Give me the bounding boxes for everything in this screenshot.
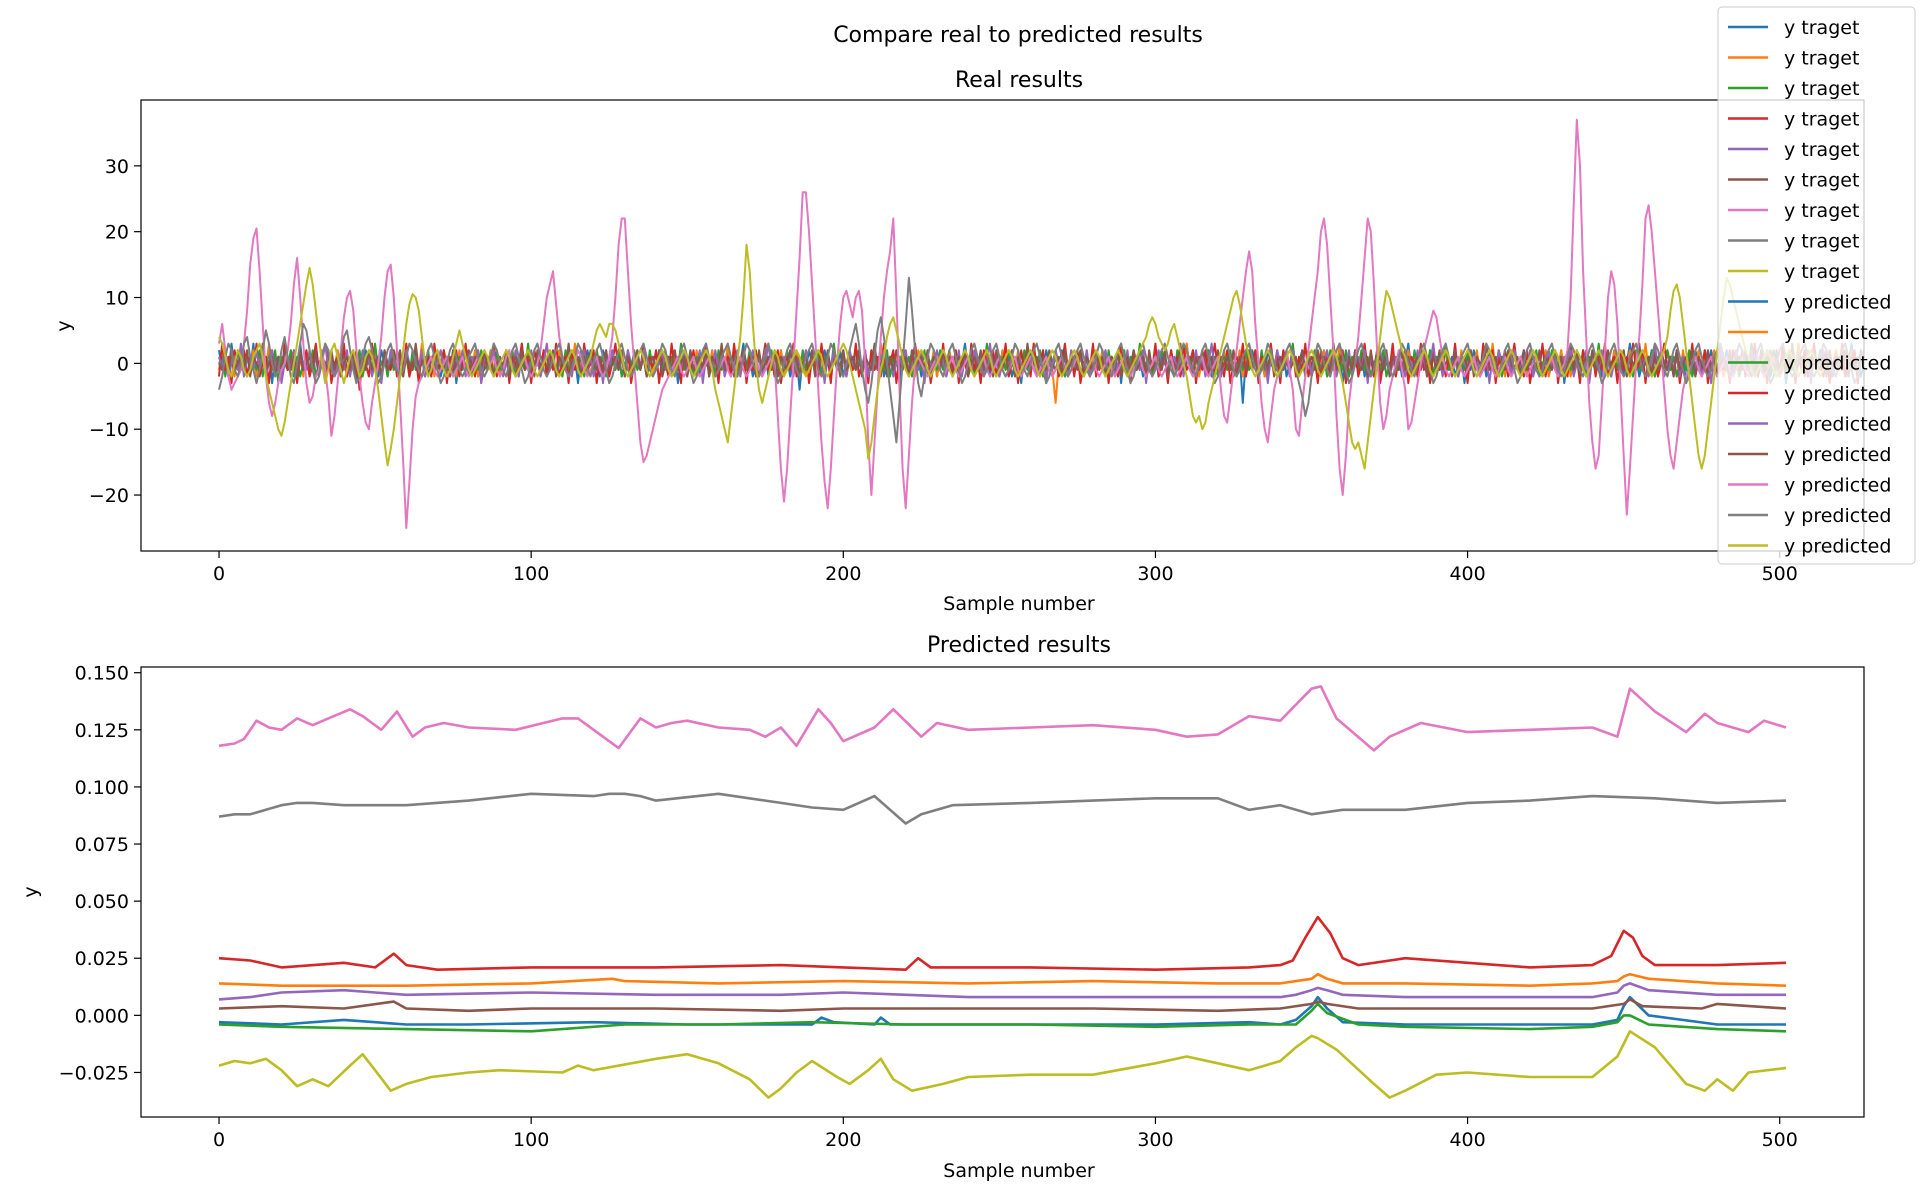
legend-label: y traget <box>1784 17 1859 39</box>
x-axis-label: Sample number <box>943 1160 1095 1182</box>
y-tick-label: 0.025 <box>75 948 129 970</box>
y-tick-label: 0.075 <box>75 834 129 856</box>
y-tick-label: 20 <box>105 222 129 244</box>
y-tick-label: 0.050 <box>75 891 129 913</box>
subplot-title: Predicted results <box>927 633 1111 658</box>
legend-label: y traget <box>1784 231 1859 253</box>
legend-label: y predicted <box>1784 322 1891 344</box>
x-tick-label: 100 <box>513 1129 549 1151</box>
legend-label: y predicted <box>1784 536 1891 558</box>
series-line-8 <box>218 276 1864 444</box>
x-tick-label: 300 <box>1137 1129 1173 1151</box>
x-tick-label: 500 <box>1762 1129 1798 1151</box>
y-axis-label: y <box>53 320 75 331</box>
series-line-7 <box>218 685 1787 752</box>
y-tick-label: −0.025 <box>59 1062 129 1084</box>
subplot-real-results: Real results 0 100 200 300 400 500 −20 −10 0 10 2… <box>53 68 1865 615</box>
y-axis-ticks: −0.025 0.000 0.025 0.050 0.075 0.100 0.125 0.15… <box>59 663 141 1084</box>
legend-label: y predicted <box>1784 475 1891 497</box>
series-line-6 <box>218 998 1787 1013</box>
x-tick-label: 400 <box>1449 1129 1485 1151</box>
legend-label: y predicted <box>1784 383 1891 405</box>
legend-label: y predicted <box>1784 353 1891 375</box>
series-line-9 <box>218 1030 1787 1099</box>
y-tick-label: 0.000 <box>75 1005 129 1027</box>
x-tick-label: 200 <box>825 1129 861 1151</box>
x-axis-ticks: 0 100 200 300 400 500 <box>213 1117 1798 1151</box>
legend-items: y traget y traget y traget y traget y traget… <box>1728 17 1891 558</box>
legend-label: y predicted <box>1784 414 1891 436</box>
y-tick-label: 0 <box>117 353 129 375</box>
legend-label: y traget <box>1784 200 1859 222</box>
legend: y traget y traget y traget y traget y traget… <box>1717 6 1916 565</box>
y-tick-label: 10 <box>105 288 129 310</box>
x-tick-label: 100 <box>513 563 549 585</box>
x-tick-label: 200 <box>825 563 861 585</box>
series-line-3 <box>218 1002 1787 1033</box>
series-line-2 <box>218 972 1787 988</box>
series-line-9 <box>218 243 1828 470</box>
y-tick-label: −20 <box>89 485 129 507</box>
x-axis-ticks: 0 100 200 300 400 500 <box>213 551 1798 585</box>
x-tick-label: 0 <box>213 1129 225 1151</box>
x-axis-label: Sample number <box>943 593 1095 615</box>
legend-label: y traget <box>1784 139 1859 161</box>
y-tick-label: 0.100 <box>75 777 129 799</box>
x-tick-label: 300 <box>1137 563 1173 585</box>
legend-label: y traget <box>1784 261 1859 283</box>
y-tick-label: 0.150 <box>75 663 129 685</box>
x-tick-label: 0 <box>213 563 225 585</box>
y-tick-label: 30 <box>105 156 129 178</box>
y-tick-label: −10 <box>89 419 129 441</box>
x-tick-label: 500 <box>1762 563 1798 585</box>
subplot-title: Real results <box>955 68 1083 93</box>
x-tick-label: 400 <box>1449 563 1485 585</box>
y-tick-label: 0.125 <box>75 720 129 742</box>
legend-label: y traget <box>1784 170 1859 192</box>
legend-label: y predicted <box>1784 505 1891 527</box>
figure-suptitle: Compare real to predicted results <box>833 23 1203 48</box>
series-line-4 <box>218 915 1787 972</box>
subplot-predicted-results: Predicted results 0 100 200 300 400 500 −0.02… <box>20 633 1865 1182</box>
legend-label: y predicted <box>1784 444 1891 466</box>
series-line-1 <box>218 995 1786 1026</box>
legend-label: y traget <box>1784 109 1859 131</box>
legend-label: y traget <box>1784 48 1859 70</box>
y-axis-ticks: −20 −10 0 10 20 30 <box>89 156 141 507</box>
legend-label: y traget <box>1784 78 1859 100</box>
axes-frame <box>140 666 1865 1118</box>
series-layer <box>218 118 1864 529</box>
series-line-8 <box>218 792 1787 825</box>
series-line-5 <box>218 982 1786 1001</box>
legend-label: y predicted <box>1784 292 1891 314</box>
series-layer <box>218 685 1787 1099</box>
y-axis-label: y <box>20 886 42 897</box>
